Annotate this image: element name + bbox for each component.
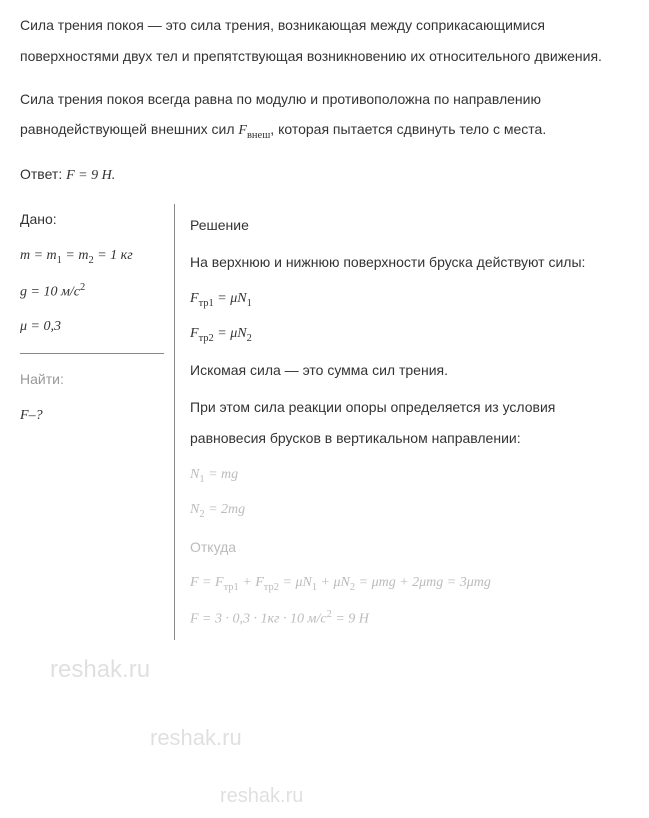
solution-grid: Дано: m = m1 = m2 = 1 кг g = 10 м/с2 μ =… <box>20 204 629 640</box>
answer-line: Ответ: F = 9 Н. <box>20 159 629 192</box>
formula-n1: N1 = mg <box>190 460 629 491</box>
given-label: Дано: <box>20 204 164 235</box>
intro-paragraph-2: Сила трения покоя всегда равна по модулю… <box>20 84 629 148</box>
divider <box>20 353 164 354</box>
find-var: F–? <box>20 401 164 432</box>
right-column: Решение На верхнюю и нижнюю поверхности … <box>175 204 629 640</box>
formula-calc: F = 3 · 0,3 · 1кг · 10 м/с2 = 9 Н <box>190 603 629 635</box>
formula-ftr1: Fтр1 = μN1 <box>190 284 629 315</box>
solution-label: Решение <box>190 210 629 241</box>
watermark-2: reshak.ru <box>150 714 242 762</box>
formula-n2: N2 = 2mg <box>190 495 629 526</box>
left-column: Дано: m = m1 = m2 = 1 кг g = 10 м/с2 μ =… <box>20 204 175 640</box>
given-g: g = 10 м/с2 <box>20 276 164 308</box>
solution-text-4: Откуда <box>190 532 629 563</box>
solution-text-3: При этом сила реакции опоры определяется… <box>190 392 629 454</box>
formula-final: F = Fтр1 + Fтр2 = μN1 + μN2 = μmg + 2μmg… <box>190 568 629 599</box>
find-label: Найти: <box>20 364 164 395</box>
solution-text-1: На верхнюю и нижнюю поверхности бруска д… <box>190 247 629 278</box>
watermark-3: reshak.ru <box>220 774 303 818</box>
formula-ftr2: Fтр2 = μN2 <box>190 319 629 350</box>
watermark-1: reshak.ru <box>50 644 150 697</box>
intro-paragraph-1: Сила трения покоя — это сила трения, воз… <box>20 10 629 72</box>
given-mass: m = m1 = m2 = 1 кг <box>20 241 164 272</box>
given-mu: μ = 0,3 <box>20 312 164 343</box>
solution-text-2: Искомая сила — это сумма сил трения. <box>190 355 629 386</box>
